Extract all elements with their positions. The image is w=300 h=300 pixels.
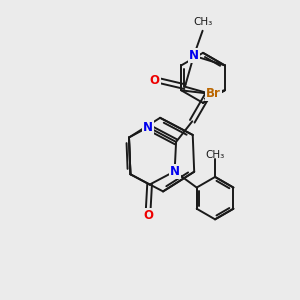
Text: CH₃: CH₃ <box>206 150 225 160</box>
Text: Br: Br <box>206 87 221 100</box>
Text: N: N <box>143 121 153 134</box>
Text: O: O <box>150 74 160 87</box>
Text: N: N <box>169 165 180 178</box>
Text: N: N <box>189 49 199 62</box>
Text: CH₃: CH₃ <box>193 17 212 27</box>
Text: O: O <box>143 209 153 222</box>
